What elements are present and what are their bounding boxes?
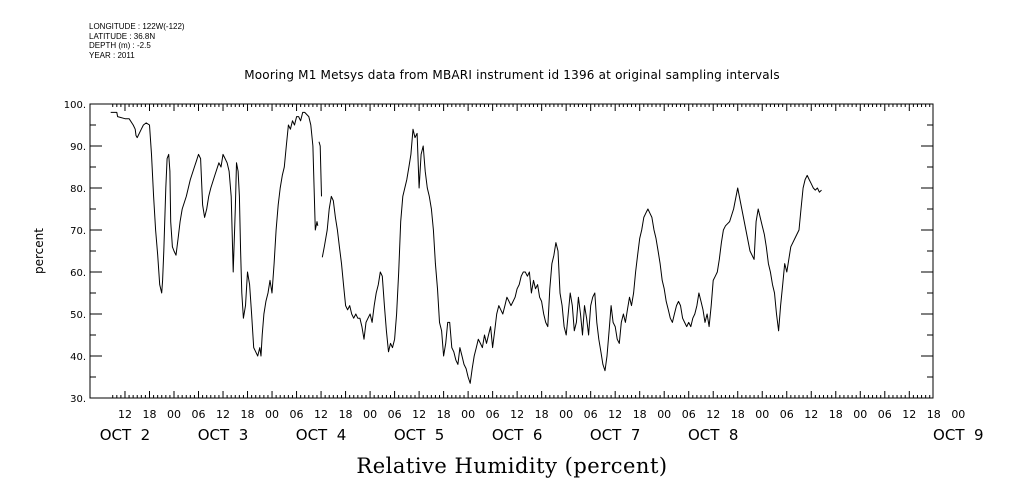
x-hour-label: 00 [363,408,377,421]
x-tick-labels: 12 18 00 06 12 18 00 06 12 18 00 06 12 18 00 06 12 18 00 06… [100,408,984,444]
y-tick-label: 40. [70,352,86,363]
y-tick-label: 90. [70,142,86,153]
y-tick-label: 30. [70,394,86,405]
x-hour-label: 12 [902,408,916,421]
plot-frame [89,103,934,399]
x-axis-caption: Relative Humidity (percent) [356,454,668,478]
x-hour-label: 06 [192,408,206,421]
x-hour-label: 18 [339,408,353,421]
x-day-label: OCT 2 [100,426,151,444]
x-hour-label: 12 [412,408,426,421]
x-hour-label: 06 [584,408,598,421]
x-hour-label: 06 [290,408,304,421]
x-hour-label: 00 [265,408,279,421]
x-hour-label: 18 [142,408,156,421]
x-hour-label: 18 [633,408,647,421]
x-hour-label: 00 [853,408,867,421]
x-hour-label: 00 [755,408,769,421]
y-axis-label: percent [32,228,46,274]
x-hour-label: 00 [559,408,573,421]
x-hour-label: 00 [461,408,475,421]
x-hour-label: 18 [829,408,843,421]
x-day-label: OCT 8 [688,426,739,444]
x-hour-label: 12 [706,408,720,421]
x-hour-label: 12 [510,408,524,421]
humidity-series [110,111,822,384]
x-hour-label: 18 [437,408,451,421]
x-hour-label: 06 [388,408,402,421]
y-tick-labels: 30. 40. 50. 60. 70. 80. 90. 100. [64,100,86,405]
x-hour-label: 00 [657,408,671,421]
depth-text: DEPTH (m) : -2.5 [89,41,151,50]
x-hour-label: 12 [118,408,132,421]
longitude-text: LONGITUDE : 122W(-122) [89,22,185,31]
x-hour-label: 12 [804,408,818,421]
x-day-label: OCT 9 [933,426,984,444]
humidity-line-segment-2 [318,141,322,197]
x-hour-label: 12 [608,408,622,421]
y-tick-label: 70. [70,226,86,237]
x-hour-label: 00 [951,408,965,421]
axis-ticks [90,103,933,399]
x-hour-label: 18 [535,408,549,421]
x-day-label: OCT 5 [394,426,445,444]
x-hour-label: 06 [878,408,892,421]
x-hour-label: 12 [216,408,230,421]
x-day-label: OCT 4 [296,426,347,444]
chart-title: Mooring M1 Metsys data from MBARI instru… [244,68,780,82]
x-day-label: OCT 6 [492,426,543,444]
x-hour-label: 06 [486,408,500,421]
x-day-label: OCT 3 [198,426,249,444]
y-tick-label: 50. [70,310,86,321]
x-hour-label: 18 [731,408,745,421]
humidity-line-segment-3 [321,128,822,384]
x-day-label: OCT 7 [590,426,641,444]
y-tick-label: 100. [64,100,86,111]
latitude-text: LATITUDE : 36.8N [89,31,156,41]
humidity-line-segment-1 [110,111,319,357]
x-hour-label: 06 [780,408,794,421]
x-hour-label: 18 [927,408,941,421]
x-hour-label: 18 [241,408,255,421]
x-hour-label: 00 [167,408,181,421]
x-hour-label: 12 [314,408,328,421]
x-hour-label: 06 [682,408,696,421]
year-text: YEAR : 2011 [89,50,135,60]
y-tick-label: 80. [70,184,86,195]
station-metadata: LONGITUDE : 122W(-122) LATITUDE : 36.8N … [89,22,185,60]
y-tick-label: 60. [70,268,86,279]
